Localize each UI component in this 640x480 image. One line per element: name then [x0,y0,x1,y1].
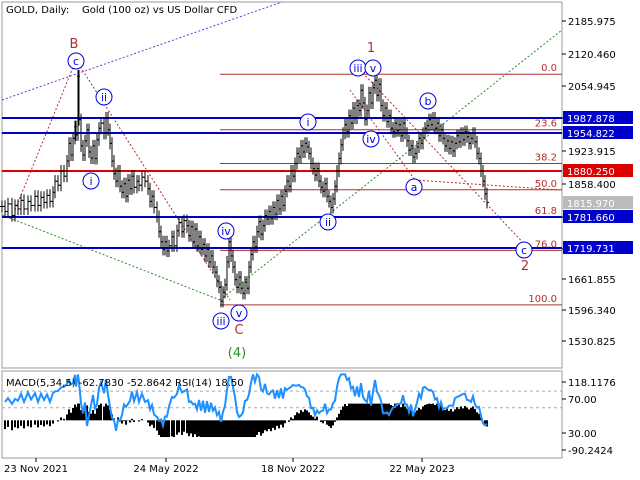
price-tag-label: 1987.878 [567,114,615,125]
chart-symbol: GOLD, Daily: [6,5,69,16]
fib-level-label: 23.6 [535,119,557,130]
wave-label-circled: v [236,307,243,320]
fib-level-label: 38.2 [535,153,557,164]
price-tag [563,164,633,177]
fib-level-label: 61.8 [535,206,557,217]
wave-circle [299,113,317,131]
price-tag [563,210,633,223]
price-axis: 2185.9752120.4602054.9451989.4301923.915… [562,17,616,348]
price-tag-label: 1719.731 [567,244,615,255]
price-tick-label: 2054.945 [568,82,616,93]
indicator-tick-label: 118.1176 [568,378,616,389]
current-price-label: 1815.970 [567,199,615,210]
price-tick-label: 2185.975 [568,17,616,28]
wave-label-circled: v [370,62,377,75]
wave-circle [364,59,382,77]
price-tag-label: 1781.660 [567,213,615,224]
price-tick-label: 1596.340 [568,306,616,317]
wave-circle [67,52,85,70]
fib-level-label: 100.0 [528,294,557,305]
wave-circle [515,241,533,259]
wave-label-circled: iv [366,133,376,146]
wave-circle [362,130,380,148]
date-tick-label: 23 Nov 2021 [4,464,68,475]
wave-label-circled: c [73,55,79,68]
price-tags: 1987.878 1954.822 1880.250 1781.660 1719.731… [563,111,633,255]
date-tick-label: 18 Nov 2022 [261,464,325,475]
date-tick-label: 24 May 2022 [133,464,198,475]
rsi-line [4,372,488,431]
wave-circle [405,178,423,196]
date-axis: 23 Nov 2021 24 May 2022 18 Nov 2022 22 May … [4,458,455,475]
price-tick-label: 1858.400 [568,180,616,191]
current-price-tag [563,196,633,209]
wave-label-primary: B [70,37,79,52]
trend-line [414,179,561,191]
trend-line [359,69,531,251]
wave-label-circled: b [425,95,432,108]
wave-circle [217,222,235,240]
indicator-tick-label: -90.2424 [568,446,613,457]
wave-circle [230,304,248,322]
wave-label-circled: iv [221,225,231,238]
date-tick-label: 22 May 2023 [389,464,454,475]
indicator-tick-label: 70.00 [568,395,597,406]
wave-label-circled: ii [101,91,107,104]
fib-level-label: 50.0 [535,179,557,190]
price-tick-label: 1530.825 [568,337,616,348]
wave-label-primary: 1 [367,41,375,56]
horizontal-levels [2,117,562,249]
wave-label-primary: 2 [521,259,529,274]
wave-circle [319,213,337,231]
chart-description: Gold (100 oz) vs US Dollar CFD [82,5,237,16]
trend-lines [1,1,563,301]
wave-label-circled: i [89,175,92,188]
indicator-tick-label: 30.00 [568,429,597,440]
trend-line [349,89,416,181]
wave-label-circled: iii [216,315,225,328]
wave-circle [95,88,113,106]
indicator-label: MACD(5,34,5) -62.7830 -52.8642 RSI(14) 1… [6,378,244,389]
fib-level-label: 76.0 [535,239,557,250]
price-tag [563,111,633,124]
price-tag [563,241,633,254]
wave-circle [419,92,437,110]
wave-label-circled: a [411,181,418,194]
wave-label-primary: C [234,323,243,338]
indicator-pane: 118.1176 70.00 30.00 -90.2424 [2,372,616,457]
wave-label-circled: ii [325,216,331,229]
price-bars [0,70,489,308]
price-tick-label: 1923.915 [568,147,616,158]
wave-label-intermediate: (4) [228,346,246,361]
price-tag-label: 1880.250 [567,167,615,178]
trend-line [14,59,77,211]
trend-line [1,1,283,101]
wave-label-circled: i [306,116,309,129]
wave-label-circled: c [521,244,527,257]
price-tick-label: 1661.855 [568,275,616,286]
price-tag [563,126,633,139]
trend-line [219,29,563,301]
price-tick-label: 2120.460 [568,50,616,61]
wave-circle [212,312,230,330]
wave-circle [82,172,100,190]
fib-level-label: 0.0 [541,63,557,74]
wave-label-circled: iii [353,62,362,75]
trend-line [75,59,231,301]
price-tag-label: 1954.822 [567,129,615,140]
trend-line [1,214,221,301]
